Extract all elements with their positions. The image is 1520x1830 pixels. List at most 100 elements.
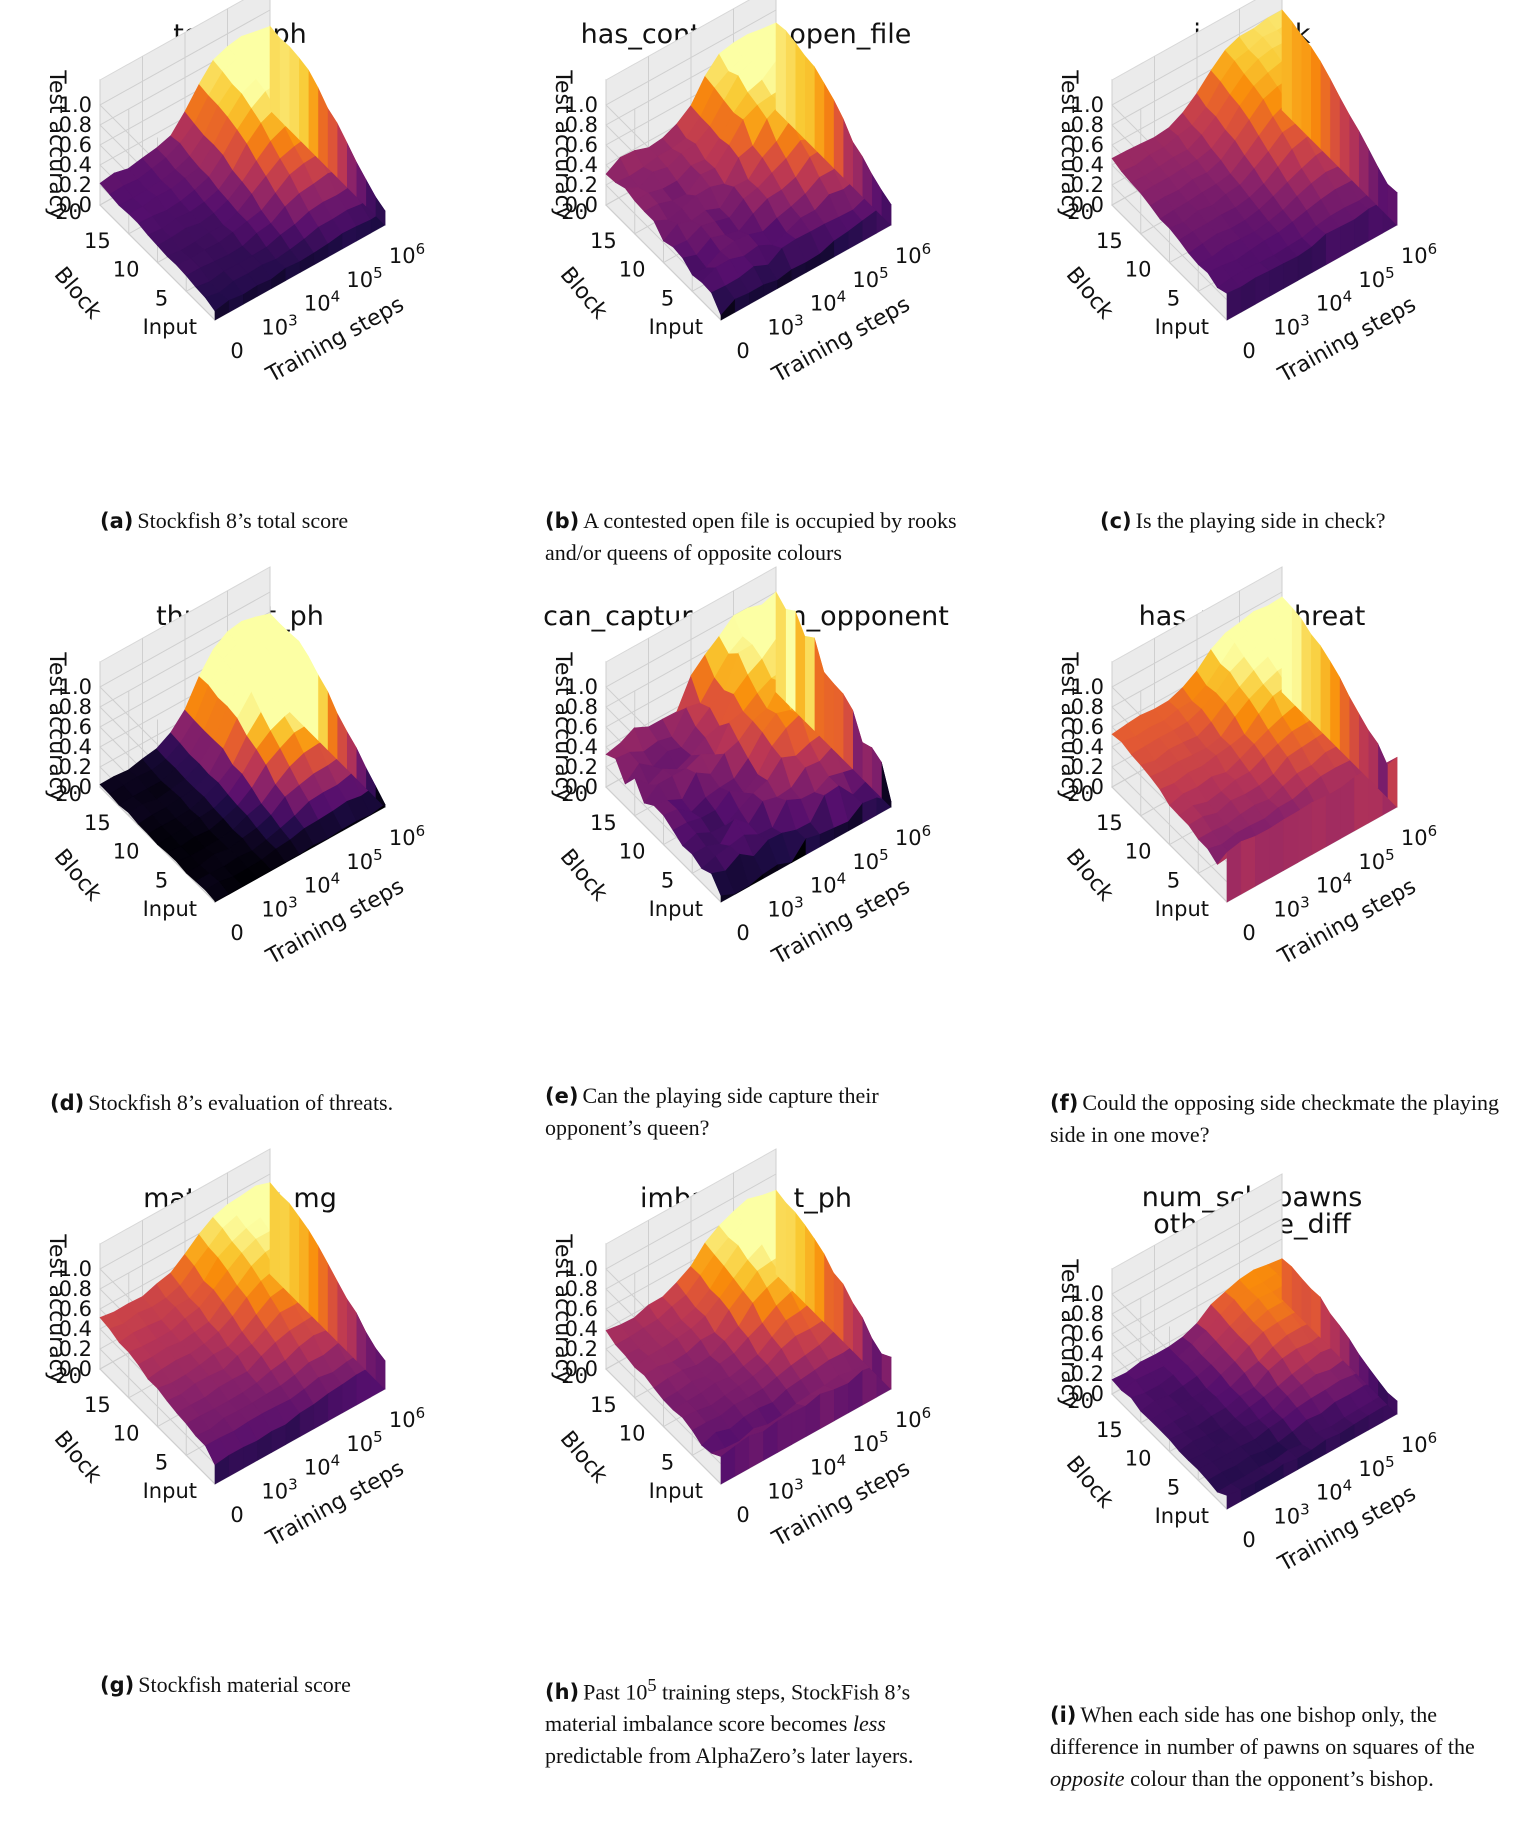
steps-tick-label: 103 [767,311,803,339]
caption-label: (f) [1050,1091,1079,1115]
surface-skirt [1377,743,1388,799]
z-axis-label: Test accuracy [550,69,575,220]
block-tick-label: 10 [1125,840,1152,864]
z-tick-label: 0.0 [565,1357,598,1381]
z-tick-label: 1.0 [59,1257,92,1281]
steps-tick-label: 106 [1401,240,1437,268]
surface-skirt [317,87,328,169]
surface-skirt [346,1297,357,1361]
caption-text: predictable from AlphaZero’s later layer… [545,1743,914,1769]
caption-label: (e) [545,1084,579,1108]
surface-skirt [852,710,863,779]
steps-tick-label: 105 [1358,846,1394,874]
block-tick-label: 5 [661,286,674,310]
caption-text: less [852,1711,886,1737]
steps-tick-label: 105 [346,846,382,874]
block-tick-label: 5 [155,868,168,892]
block-tick-label: Input [649,897,703,921]
steps-tick-label: 0 [230,1503,243,1527]
surface-skirt [1226,841,1242,903]
block-tick-label: 15 [590,1393,617,1417]
z-tick-label: 0.0 [565,775,598,799]
steps-tick-label: 104 [1316,870,1352,898]
figure-caption: (g) Stockfish material score [100,1669,440,1701]
z-tick-label: 1.0 [565,1257,598,1281]
steps-tick-label: 103 [1273,311,1309,339]
surface-skirt [336,123,347,188]
steps-axis-label: Training steps [1274,292,1421,388]
block-tick-label: 10 [619,258,646,282]
steps-axis-label: Training steps [1274,874,1421,970]
surface-skirt [842,118,853,188]
caption-text: opposite [1050,1766,1125,1791]
z-tick-label: 0.4 [1071,153,1104,177]
caption-label: (b) [545,509,580,533]
caption-label: (g) [100,1673,135,1697]
steps-tick-label: 103 [1273,893,1309,921]
steps-tick-label: 106 [1401,822,1437,850]
surface-skirt [308,69,319,159]
steps-tick-label: 0 [736,339,749,363]
steps-tick-label: 103 [261,1475,297,1503]
z-axis-label: Test accuracy [1056,651,1081,802]
steps-tick-label: 103 [767,893,803,921]
surface-skirt [346,142,357,197]
block-tick-label: 5 [1167,1475,1180,1499]
block-tick-label: 10 [619,840,646,864]
surface-skirt [852,1301,863,1361]
block-tick-label: 5 [1167,286,1180,310]
surface-skirt [356,814,371,824]
steps-tick-label: 105 [852,846,888,874]
surface-skirt [308,1228,319,1323]
steps-tick-label: 0 [1242,1528,1255,1552]
block-axis-label: Block [49,262,107,324]
z-tick-label: 1.0 [59,93,92,117]
block-tick-label: Input [143,1479,197,1503]
figure-caption: (h) Past 105 training steps, StockFish 8’… [545,1669,985,1772]
steps-tick-label: 0 [230,921,243,945]
z-tick-label: 0.0 [59,1357,92,1381]
block-tick-label: 15 [590,229,617,253]
surface-skirt [1340,776,1355,840]
surface-skirt [834,1382,849,1422]
surface-skirt [1339,96,1350,178]
block-tick-label: 20 [1067,200,1094,224]
surface-skirt [1269,819,1284,879]
steps-tick-label: 104 [810,1452,846,1480]
surface-skirt [288,45,300,140]
steps-tick-label: 106 [1401,1429,1437,1457]
block-tick-label: 10 [113,840,140,864]
surface-skirt [1291,606,1302,712]
block-tick-label: 10 [1125,258,1152,282]
z-tick-label: 0.2 [59,173,92,197]
caption-text: When each side has one bishop only, the … [1050,1702,1475,1759]
z-tick-label: 0.6 [1071,715,1104,739]
surface-skirt [1283,811,1299,871]
surface-skirt [355,1312,367,1371]
caption-text: Stockfish 8’s evaluation of threats. [88,1090,394,1115]
surface-skirt [804,635,815,732]
steps-tick-label: 103 [261,311,297,339]
surface-skirt [794,41,806,140]
surface-skirt [833,99,844,178]
surface-skirt [785,1201,796,1294]
block-tick-label: 5 [661,868,674,892]
z-tick-label: 0.6 [565,133,598,157]
surface-skirt [852,140,863,197]
block-tick-label: Input [649,315,703,339]
caption-label: (h) [545,1680,580,1705]
z-tick-label: 0.4 [59,735,92,759]
z-tick-label: 0.0 [565,193,598,217]
surface-skirt [720,893,736,903]
surface-skirt [1320,60,1331,159]
steps-tick-label: 104 [810,870,846,898]
block-tick-label: 20 [55,200,82,224]
caption-text: 5 [647,1675,657,1695]
block-tick-label: 10 [113,1422,140,1446]
z-tick-label: 0.0 [1071,1382,1104,1406]
block-tick-label: 5 [155,1450,168,1474]
surface-skirt [1329,78,1340,169]
z-axis-label: Test accuracy [44,651,69,802]
caption-text: Is the playing side in check? [1135,508,1386,533]
